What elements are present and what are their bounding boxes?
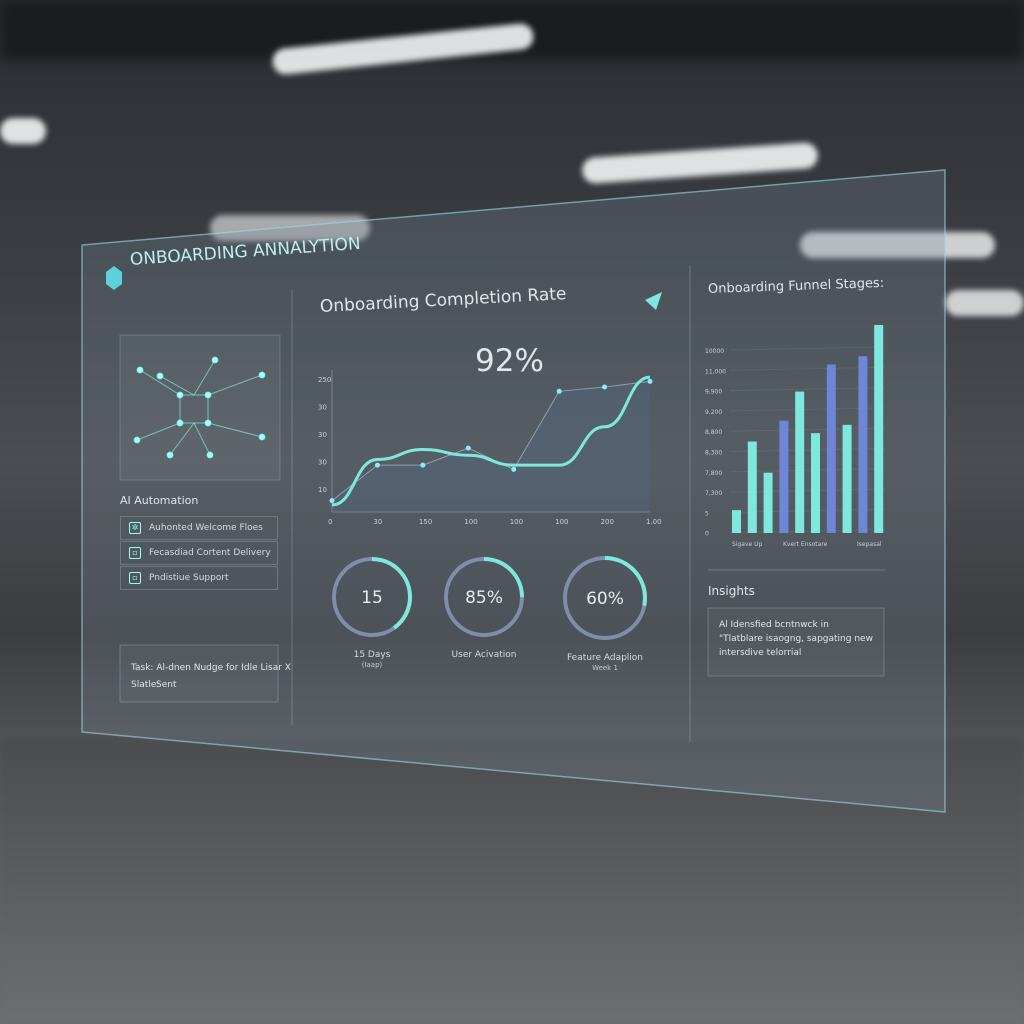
- x-tick-label: 30: [373, 518, 382, 526]
- y-tick-label: 8,300: [705, 450, 722, 457]
- gauge-value: 15: [361, 588, 383, 608]
- chat-icon: ▫: [129, 572, 141, 584]
- item-label: Pndistiue Support: [149, 573, 229, 583]
- ai-network-illustration: [119, 334, 281, 481]
- bar: [779, 420, 789, 533]
- data-point: [374, 462, 380, 468]
- data-point: [602, 384, 608, 390]
- gridline: [729, 346, 886, 351]
- box-icon: ▫: [129, 547, 141, 559]
- item-label: Fecasdiad Cortent Delivery: [149, 548, 271, 558]
- task-status-label: Slatle:: [131, 680, 160, 690]
- gauge-fill: [563, 556, 647, 640]
- insights-line: Al Idensfied bcntnwck in: [719, 620, 829, 630]
- bar: [747, 441, 757, 533]
- automation-item[interactable]: ✲ Auhonted Welcome Floes: [120, 516, 278, 540]
- task-card: [119, 644, 279, 703]
- network-icon: ✲: [129, 522, 141, 534]
- x-tick-label: 100: [510, 518, 523, 526]
- automation-item[interactable]: ▫ Fecasdiad Cortent Delivery: [120, 541, 278, 565]
- x-tick-label: Isepasal: [857, 541, 882, 548]
- data-point: [329, 498, 335, 504]
- x-tick-label: 0: [328, 518, 332, 526]
- y-tick-label: 5: [705, 510, 709, 517]
- y-tick-label: 7,300: [705, 490, 722, 497]
- completion-line-chart: 10 30 30 30 250 0 30 150 100 100 100 200 1.00: [318, 292, 662, 526]
- bar: [858, 356, 868, 533]
- y-tick-label: 11,000: [705, 368, 726, 375]
- item-label: Auhonted Welcome Floes: [149, 523, 263, 533]
- task-status-value: Sent: [156, 680, 177, 690]
- bar: [811, 433, 820, 533]
- bar: [826, 364, 836, 533]
- gauge-label: 15 Days: [354, 650, 391, 660]
- insights-line: "Tlatblare isaogng, sapgating new: [719, 634, 873, 644]
- bar: [874, 325, 884, 533]
- bar: [732, 510, 741, 533]
- insights-line: intersdive telorrial: [719, 648, 802, 658]
- ceiling-light: [945, 290, 1024, 316]
- y-tick-label: 250: [318, 376, 331, 384]
- x-tick-label: 200: [601, 518, 614, 526]
- y-tick-label: 30: [318, 459, 327, 467]
- y-tick-label: 10: [318, 486, 327, 494]
- line-series-main: [331, 375, 651, 507]
- y-tick-label: 9,900: [705, 389, 722, 396]
- funnel-bar-chart: 10000 11,000 9,900 9,200 8,800 8,300 7,800 7,30…: [705, 325, 886, 548]
- gauge-fill: [332, 557, 412, 637]
- x-tick-label: Sigave Up: [732, 541, 763, 548]
- area-fill: [332, 381, 650, 512]
- y-tick-label: 10000: [705, 348, 724, 355]
- gauge-sublabel: Week 1: [592, 664, 618, 672]
- y-tick-label: 30: [318, 404, 327, 412]
- gauges: 15 15 Days(Iaap) 85% User Acivation 60% Featu…: [332, 556, 647, 672]
- ceiling-light: [210, 215, 370, 241]
- task-text: Task: Al-dnen Nudge for Idle Lisar X: [131, 663, 291, 673]
- section-title: AI Automation: [120, 494, 199, 507]
- data-point: [556, 388, 562, 394]
- x-tick-label: Kvert Ensotare: [783, 541, 828, 548]
- x-tick-label: 1.00: [646, 518, 662, 526]
- bar: [795, 391, 805, 533]
- x-tick-label: 100: [555, 518, 568, 526]
- arrow-head-icon: [645, 292, 662, 310]
- gauge-sublabel: (Iaap): [362, 661, 383, 669]
- data-point: [511, 466, 517, 472]
- y-tick-label: 0: [705, 531, 709, 538]
- x-tick-label: 100: [464, 518, 477, 526]
- gauge-label: User Acivation: [452, 650, 517, 660]
- bar: [763, 472, 773, 533]
- bar: [842, 424, 852, 533]
- floor: [0, 740, 1024, 1024]
- hexagon-logo-icon: [106, 266, 122, 290]
- data-point: [420, 462, 426, 468]
- data-point: [465, 445, 471, 451]
- x-tick-label: 150: [419, 518, 432, 526]
- gauge-value: 85%: [465, 588, 503, 608]
- gauge-label: Feature Adaplion: [567, 653, 643, 663]
- insights-card: [707, 607, 885, 677]
- gauge-fill: [444, 557, 524, 637]
- y-tick-label: 8,800: [705, 429, 722, 436]
- automation-item[interactable]: ▫ Pndistiue Support: [120, 566, 278, 590]
- completion-value: 92%: [475, 343, 544, 379]
- gauge-value: 60%: [586, 589, 624, 609]
- data-point: [647, 378, 653, 384]
- y-tick-label: 9,200: [705, 409, 722, 416]
- y-tick-label: 30: [318, 431, 327, 439]
- ceiling-light: [0, 118, 46, 144]
- y-tick-label: 7,800: [705, 470, 722, 477]
- insights-title: Insights: [708, 584, 755, 598]
- ceiling-light: [800, 232, 995, 258]
